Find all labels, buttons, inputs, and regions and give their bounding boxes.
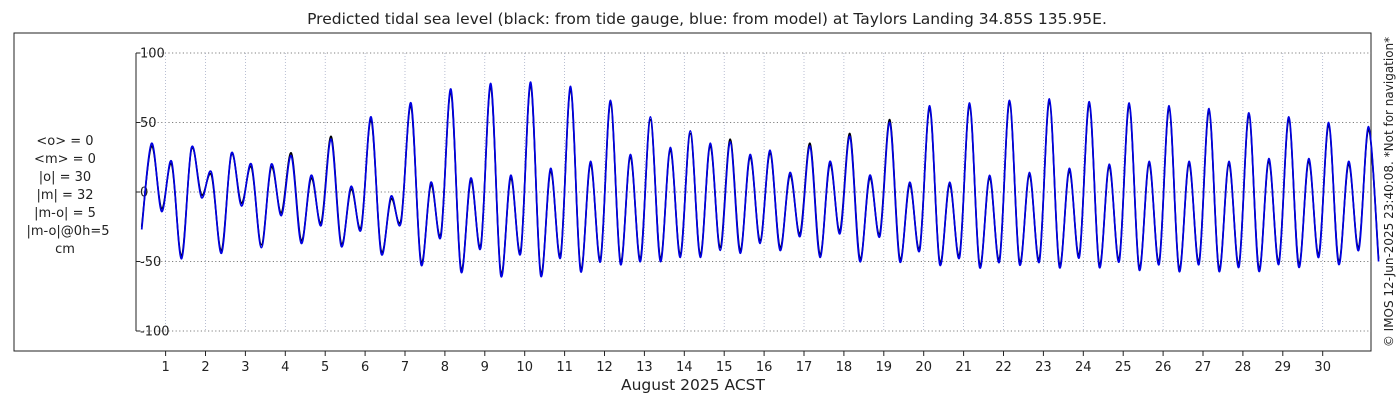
x-tick-label: 3 [241,360,249,375]
x-tick-label: 24 [1075,360,1092,375]
y-tick-label: 100 [140,47,165,62]
x-tick-label: 9 [481,360,489,375]
x-tick-label: 30 [1314,360,1331,375]
x-tick-label: 1 [161,360,169,375]
stat-units: cm [55,242,75,257]
x-tick-label: 6 [361,360,369,375]
x-tick-label: 11 [556,360,573,375]
y-tick-label: 0 [140,186,148,201]
plot-area [13,32,1372,352]
chart-title: Predicted tidal sea level (black: from t… [307,10,1107,28]
x-tick-label: 14 [676,360,693,375]
x-tick-label: 27 [1195,360,1212,375]
x-tick-label: 20 [915,360,932,375]
series-line-model [140,81,1380,278]
x-axis-label: August 2025 ACST [621,376,766,394]
x-tick-label: 28 [1235,360,1252,375]
x-tick-label: 29 [1275,360,1292,375]
x-tick-label: 13 [636,360,653,375]
stat-abs-model: |m| = 32 [36,188,93,203]
x-tick-label: 23 [1035,360,1052,375]
x-axis: 1 2 3 4 5 6 7 8 9 10 11 12 13 14 15 16 17 18 19 20 21 22 23 24 2… [161,351,1331,375]
x-tick-label: 10 [516,360,533,375]
x-tick-label: 7 [401,360,409,375]
y-tick-label: -50 [140,255,161,270]
stat-mean-obs: <o> = 0 [36,134,93,149]
x-tick-label: 25 [1115,360,1132,375]
y-axis: -100 -50 0 50 100 [135,47,170,340]
copyright-note: © IMOS 12-Jun-2025 23:40:08. *Not for na… [1382,37,1396,347]
x-tick-label: 4 [281,360,289,375]
x-tick-label: 22 [995,360,1012,375]
stats-block: <o> = 0 <m> = 0 |o| = 30 |m| = 32 |m-o| … [27,134,110,257]
y-tick-label: -100 [140,325,170,340]
stat-diff-0h: |m-o|@0h=5 [27,224,110,239]
stat-abs-obs: |o| = 30 [39,170,91,185]
x-tick-label: 19 [876,360,893,375]
series-group [140,81,1380,278]
x-tick-label: 18 [836,360,853,375]
x-tick-label: 2 [201,360,209,375]
x-tick-label: 8 [441,360,449,375]
y-tick-label: 50 [140,116,157,131]
x-tick-label: 16 [756,360,773,375]
x-tick-label: 21 [955,360,972,375]
x-tick-label: 26 [1155,360,1172,375]
x-tick-label: 17 [796,360,813,375]
x-tick-label: 15 [716,360,733,375]
stat-diff: |m-o| = 5 [34,206,96,221]
x-tick-label: 12 [596,360,613,375]
x-tick-label: 5 [321,360,329,375]
stat-mean-model: <m> = 0 [34,152,96,167]
